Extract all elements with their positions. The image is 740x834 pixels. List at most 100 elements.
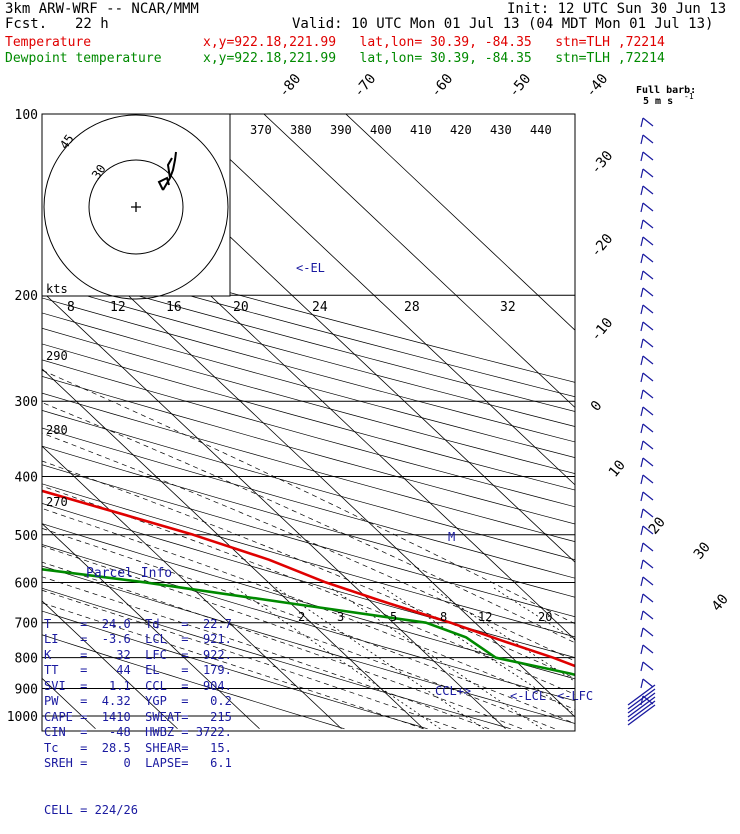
moist-adiabat bbox=[42, 561, 523, 730]
pressure-label: 400 bbox=[15, 470, 38, 485]
init-time: Init: 12 UTC Sun 30 Jun 13 bbox=[507, 1, 727, 17]
pressure-label: 500 bbox=[15, 529, 38, 544]
sounding-annotation: CCL+> bbox=[435, 684, 471, 698]
pressure-label: 1000 bbox=[7, 710, 38, 725]
forecast-label: Fcst. bbox=[5, 16, 48, 32]
parcel-info-row: Tc = 28.5 SHEAR= 15. bbox=[44, 740, 232, 755]
wind-barb bbox=[640, 576, 654, 587]
isotherm-label: 10 bbox=[606, 457, 629, 480]
hodograph-ring-label: 30 bbox=[89, 162, 109, 182]
wind-barb bbox=[640, 406, 654, 417]
dry-adiabat bbox=[42, 343, 575, 491]
hodograph-units: kts bbox=[46, 282, 68, 296]
mixing-ratio-label: 20 bbox=[233, 300, 249, 315]
isotherm-label: -50 bbox=[506, 71, 535, 101]
isotherm-label: -30 bbox=[588, 148, 617, 178]
sounding-annotation: <-LCL bbox=[510, 689, 546, 703]
isotherm-line bbox=[181, 114, 575, 486]
wind-barb bbox=[640, 321, 654, 332]
theta-label: 370 bbox=[250, 123, 272, 137]
dry-adiabat bbox=[42, 483, 575, 638]
isotherm-label: -20 bbox=[588, 231, 617, 261]
wind-barb bbox=[640, 423, 654, 434]
dry-adiabat bbox=[42, 359, 575, 508]
wind-barb bbox=[640, 593, 654, 604]
barb-legend-value: 5 m s bbox=[643, 96, 673, 107]
isotherm-label: -60 bbox=[428, 71, 457, 101]
wind-barb bbox=[640, 389, 654, 400]
hodograph-ring bbox=[88, 159, 184, 255]
wind-barb-low bbox=[627, 700, 656, 722]
theta-label: 440 bbox=[530, 123, 552, 137]
mixing-ratio-label-low: 20 bbox=[538, 610, 552, 624]
theta-label: 430 bbox=[490, 123, 512, 137]
pressure-label: 900 bbox=[15, 682, 38, 697]
hodograph-ring-label: 45 bbox=[57, 132, 77, 152]
wind-barb bbox=[640, 644, 654, 655]
theta-label-left: 280 bbox=[46, 423, 68, 437]
moist-adiabat bbox=[42, 369, 575, 625]
isotherm-line bbox=[42, 368, 424, 730]
dry-adiabat bbox=[42, 445, 575, 598]
moist-adiabat bbox=[42, 576, 490, 730]
mixing-ratio-label: 8 bbox=[67, 300, 75, 315]
temperature-legend: Temperature bbox=[5, 35, 92, 50]
mixing-ratio-label: 12 bbox=[110, 300, 126, 315]
wind-barb bbox=[640, 525, 654, 536]
moist-adiabat bbox=[42, 460, 575, 679]
plot-frame bbox=[41, 113, 576, 732]
moist-adiabat bbox=[42, 602, 424, 730]
mixing-ratio-label-low: 3 bbox=[337, 610, 344, 624]
mixing-ratio-label: 16 bbox=[166, 300, 182, 315]
wind-barb-low bbox=[627, 692, 656, 714]
mixing-ratio-label-low: 2 bbox=[298, 610, 305, 624]
wind-barb bbox=[640, 457, 654, 468]
wind-barb bbox=[640, 236, 654, 247]
wind-barb-low bbox=[627, 696, 656, 718]
mixing-ratio-label: 28 bbox=[404, 300, 420, 315]
pressure-label: 300 bbox=[15, 395, 38, 410]
wind-barb bbox=[640, 151, 654, 162]
temperature-info: x,y=922.18,221.99 lat,lon= 30.39, -84.35… bbox=[203, 35, 665, 50]
pressure-label: 700 bbox=[15, 617, 38, 632]
moist-adiabat bbox=[42, 432, 575, 662]
isotherm-label: 30 bbox=[691, 539, 714, 562]
wind-barb-low bbox=[627, 704, 656, 726]
wind-barb bbox=[640, 270, 654, 281]
wind-barb bbox=[640, 355, 654, 366]
hodograph-origin bbox=[131, 202, 141, 212]
isotherm-label: 0 bbox=[588, 398, 606, 415]
sounding-annotation: M bbox=[448, 530, 455, 544]
wind-barb bbox=[640, 372, 654, 383]
wind-barb bbox=[640, 610, 654, 621]
wind-barb bbox=[640, 202, 654, 213]
dry-adiabat bbox=[42, 634, 345, 730]
wind-barb bbox=[640, 661, 654, 672]
parcel-cell: CELL = 224/26 bbox=[44, 802, 138, 817]
dewpoint-info: x,y=922.18,221.99 lat,lon= 30.39, -84.35… bbox=[203, 51, 665, 66]
forecast-hour: 22 h bbox=[75, 16, 109, 32]
isotherm-line bbox=[42, 290, 506, 730]
parcel-info-row: SREH = 0 LAPSE= 6.1 bbox=[44, 756, 232, 770]
wind-barb bbox=[640, 491, 654, 502]
mixing-ratio-label-low: 5 bbox=[390, 610, 397, 624]
wind-barbs bbox=[627, 117, 656, 726]
sounding-curves bbox=[42, 489, 575, 677]
isotherm-label: 20 bbox=[646, 514, 669, 537]
theta-label: 410 bbox=[410, 123, 432, 137]
isotherm-label: 40 bbox=[709, 591, 732, 614]
wind-barb bbox=[640, 627, 654, 638]
dewpoint-line bbox=[42, 567, 575, 677]
dry-adiabat bbox=[42, 503, 575, 658]
model-title: 3km ARW-WRF -- NCAR/MMM bbox=[5, 1, 199, 17]
dry-adiabat bbox=[42, 523, 575, 680]
wind-barb bbox=[640, 287, 654, 298]
wind-barb bbox=[640, 559, 654, 570]
parcel-info-panel: Parcel Info T = 24.0 Td = 22.7 LI = -3.6 … bbox=[44, 535, 232, 817]
theta-label: 420 bbox=[450, 123, 472, 137]
moist-adiabat bbox=[42, 527, 575, 724]
mixing-ratio-label: 32 bbox=[500, 300, 516, 315]
barb-legend-exp: -1 bbox=[684, 92, 694, 101]
pressure-label: 600 bbox=[15, 576, 38, 591]
